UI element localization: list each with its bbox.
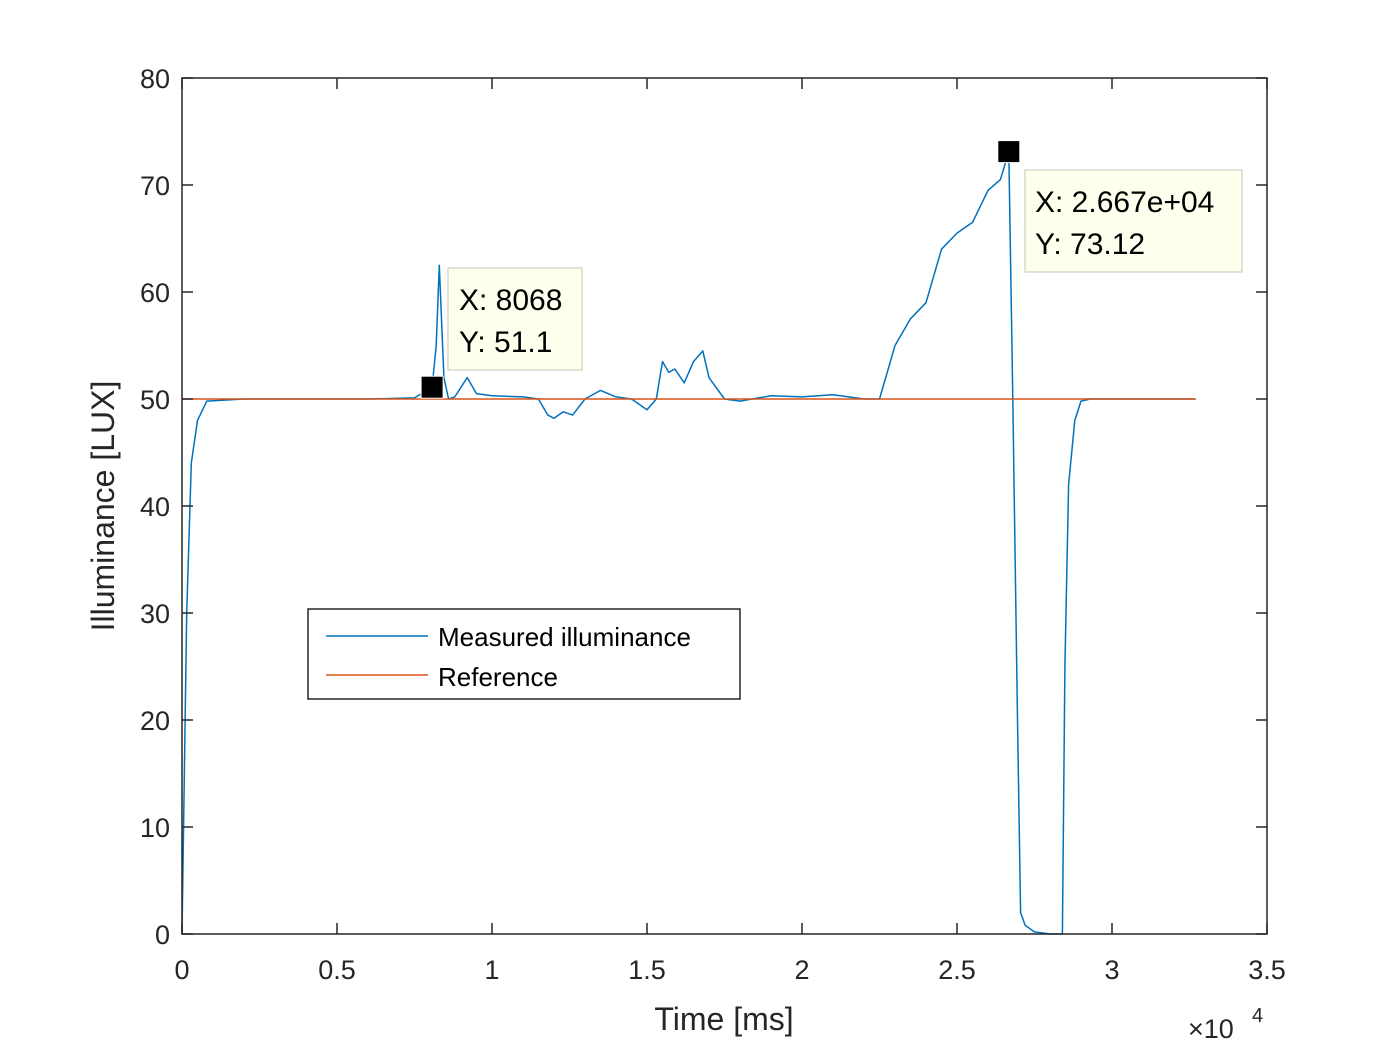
datatip-box (447, 267, 583, 371)
y-tick-label: 70 (140, 171, 170, 201)
datatip-y: Y: 51.1 (459, 326, 552, 359)
legend-label-reference: Reference (438, 662, 558, 692)
datatip-marker[interactable] (420, 375, 444, 399)
x-axis-label: Time [ms] (654, 1001, 793, 1037)
datatip-1[interactable]: X: 8068 Y: 51.1 (420, 267, 583, 399)
y-tick-label: 0 (155, 920, 170, 950)
x-tick-label: 3 (1104, 955, 1119, 985)
datatip-y: Y: 73.12 (1035, 228, 1145, 261)
x-tick-label: 0 (174, 955, 189, 985)
datatip-2[interactable]: X: 2.667e+04 Y: 73.12 (997, 140, 1243, 273)
y-tick-label: 30 (140, 599, 170, 629)
legend: Measured illuminance Reference (307, 608, 741, 700)
x-exponent-label: ×10 (1188, 1014, 1234, 1044)
datatip-x: X: 8068 (459, 284, 562, 317)
y-tick-label: 50 (140, 385, 170, 415)
x-tick-label: 2 (794, 955, 809, 985)
x-tick-label: 1 (484, 955, 499, 985)
y-tick-label: 40 (140, 492, 170, 522)
x-tick-label: 3.5 (1248, 955, 1286, 985)
series-layer (181, 150, 1196, 935)
x-tick-label: 0.5 (318, 955, 356, 985)
y-tick-label: 20 (140, 706, 170, 736)
x-exponent-power: 4 (1252, 1005, 1263, 1027)
x-tick-label: 2.5 (938, 955, 976, 985)
y-tick-label: 10 (140, 813, 170, 843)
y-tick-label: 80 (140, 64, 170, 94)
tick-layer: 0 0.5 1 1.5 2 2.5 3 3.5 0 10 20 30 40 50 60 70 80 (140, 64, 1286, 985)
series-line-measured (181, 150, 1196, 935)
legend-label-measured: Measured illuminance (438, 622, 691, 652)
y-tick-label: 60 (140, 278, 170, 308)
y-axis-label: Illuminance [LUX] (85, 381, 121, 632)
datatip-marker[interactable] (997, 140, 1021, 164)
legend-box (307, 608, 741, 700)
datatip-x: X: 2.667e+04 (1035, 186, 1214, 219)
x-tick-label: 1.5 (628, 955, 666, 985)
datatip-box (1024, 169, 1243, 273)
